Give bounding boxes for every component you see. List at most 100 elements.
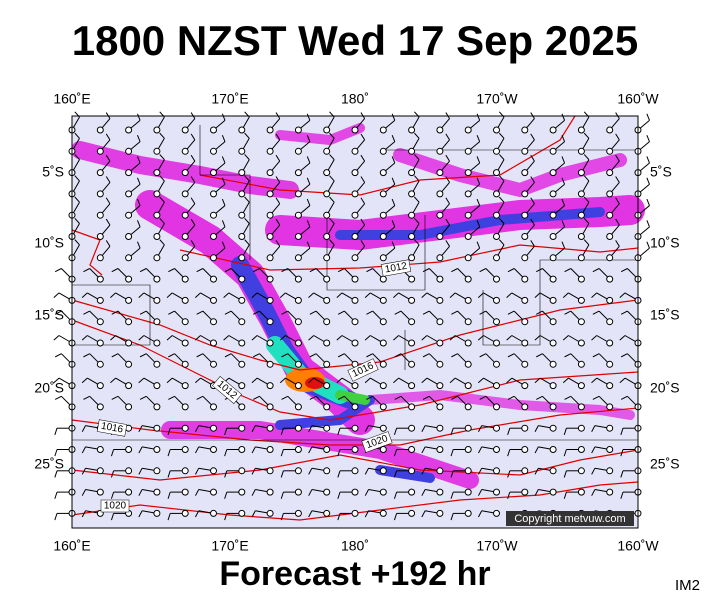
barb-flag xyxy=(506,292,513,298)
station xyxy=(181,509,189,517)
station xyxy=(408,190,416,198)
barb-flag xyxy=(563,449,567,457)
station xyxy=(125,446,133,453)
barb-flag xyxy=(421,467,426,475)
barb-flag xyxy=(221,134,226,142)
station xyxy=(153,169,161,177)
station xyxy=(294,382,302,390)
barb-flag xyxy=(336,292,343,298)
station xyxy=(210,318,217,326)
station xyxy=(493,190,500,198)
station xyxy=(493,446,500,453)
station xyxy=(549,126,557,134)
barb-flag xyxy=(81,292,88,298)
barb-flag xyxy=(224,491,228,499)
station xyxy=(125,296,133,304)
barb-flag xyxy=(391,177,396,185)
station xyxy=(96,403,104,411)
barb-flag xyxy=(221,113,226,121)
station xyxy=(464,446,472,453)
station xyxy=(464,403,472,411)
station xyxy=(266,424,274,432)
barb-flag xyxy=(646,198,650,206)
barb-flag xyxy=(478,467,483,475)
barb-flag xyxy=(393,428,398,436)
station xyxy=(351,339,359,347)
station xyxy=(436,169,444,177)
barb-flag xyxy=(534,335,541,341)
station xyxy=(549,467,557,475)
barb-flag xyxy=(138,446,143,454)
station xyxy=(379,403,387,411)
barb-flag xyxy=(336,335,343,341)
station xyxy=(493,360,500,368)
station xyxy=(294,339,302,347)
barb-flag xyxy=(421,335,428,341)
barb-flag xyxy=(54,395,62,400)
station xyxy=(606,254,614,262)
station xyxy=(351,211,359,219)
station xyxy=(493,403,500,411)
station xyxy=(379,254,387,262)
station xyxy=(549,360,557,368)
barb-flag xyxy=(364,335,371,341)
station xyxy=(464,318,472,326)
map-frame xyxy=(71,115,639,529)
barb-flag xyxy=(251,510,256,518)
station xyxy=(379,126,387,134)
barb-flag xyxy=(53,292,60,298)
station xyxy=(351,488,359,496)
barb-flag xyxy=(168,353,175,358)
station xyxy=(153,446,161,453)
barb-flag xyxy=(280,491,284,499)
barb-flag xyxy=(561,177,566,185)
station xyxy=(351,509,359,517)
barb-flag xyxy=(561,220,566,228)
station xyxy=(436,126,444,134)
barb-flag xyxy=(54,470,58,478)
station xyxy=(181,446,189,453)
barb-flag xyxy=(166,292,173,298)
station xyxy=(96,446,104,453)
barb-flag xyxy=(564,268,572,273)
station xyxy=(379,424,387,432)
barb-flag xyxy=(534,446,539,454)
barb-flag xyxy=(615,133,620,141)
station xyxy=(266,360,274,368)
barb-flag xyxy=(563,428,567,436)
station xyxy=(493,169,500,177)
station xyxy=(125,360,133,368)
station xyxy=(294,275,302,283)
barb-flag xyxy=(507,310,515,315)
barb-flag xyxy=(421,489,426,496)
barb-flag xyxy=(366,268,373,273)
station xyxy=(323,296,331,304)
barb-flag xyxy=(478,425,483,433)
station xyxy=(238,360,246,368)
barb-flag xyxy=(534,425,539,433)
station xyxy=(521,424,529,432)
station xyxy=(181,360,189,368)
barb-flag xyxy=(507,353,515,358)
station xyxy=(323,403,331,411)
station xyxy=(96,233,104,240)
barb-flag xyxy=(159,175,165,182)
barb-flag xyxy=(221,220,226,228)
barb-flag xyxy=(336,377,343,384)
station xyxy=(464,275,472,283)
station xyxy=(436,509,444,517)
station xyxy=(408,509,416,517)
station xyxy=(238,169,246,177)
station xyxy=(96,318,104,326)
barb-flag xyxy=(445,218,450,226)
barb-flag xyxy=(591,467,596,475)
barb-flag xyxy=(54,310,62,315)
station xyxy=(493,467,500,475)
barb-flag xyxy=(329,239,335,246)
barb-flag xyxy=(251,377,258,384)
station xyxy=(464,126,472,134)
barb-flag xyxy=(393,513,398,521)
station xyxy=(96,126,104,134)
station xyxy=(153,403,161,411)
